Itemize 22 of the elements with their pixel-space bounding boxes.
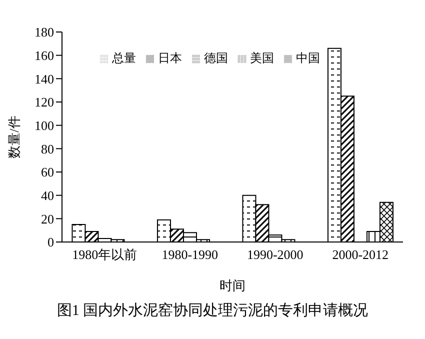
y-tick-label: 120 (34, 94, 54, 110)
legend-label: 德国 (204, 51, 228, 65)
legend-label: 美国 (250, 51, 274, 65)
x-tick-label: 1980-1990 (162, 247, 218, 262)
x-tick-label: 1990-2000 (246, 247, 304, 262)
x-tick-label: 1980年以前 (72, 247, 138, 262)
y-tick-label: 100 (34, 118, 54, 133)
caption: 图1 国内外水泥窑协同处理污泥的专利申请概况 (56, 301, 370, 320)
y-tick-label: 60 (41, 164, 54, 180)
y-tick-label: 0 (48, 234, 54, 250)
legend-label: 日本 (158, 51, 182, 65)
y-tick-label: 80 (41, 141, 54, 156)
y-tick-label: 20 (41, 211, 54, 226)
y-tick-label: 40 (41, 188, 54, 203)
legend-label: 总量 (112, 51, 136, 65)
x-axis-title: 时间 (220, 278, 246, 293)
y-tick-label: 140 (34, 71, 54, 86)
x-tick-label: 2000-2012 (332, 247, 389, 262)
y-tick-label: 160 (34, 48, 54, 63)
y-axis-title: 数量/件 (6, 116, 22, 158)
y-tick-label: 180 (34, 24, 54, 40)
legend-label: 中国 (296, 51, 320, 65)
